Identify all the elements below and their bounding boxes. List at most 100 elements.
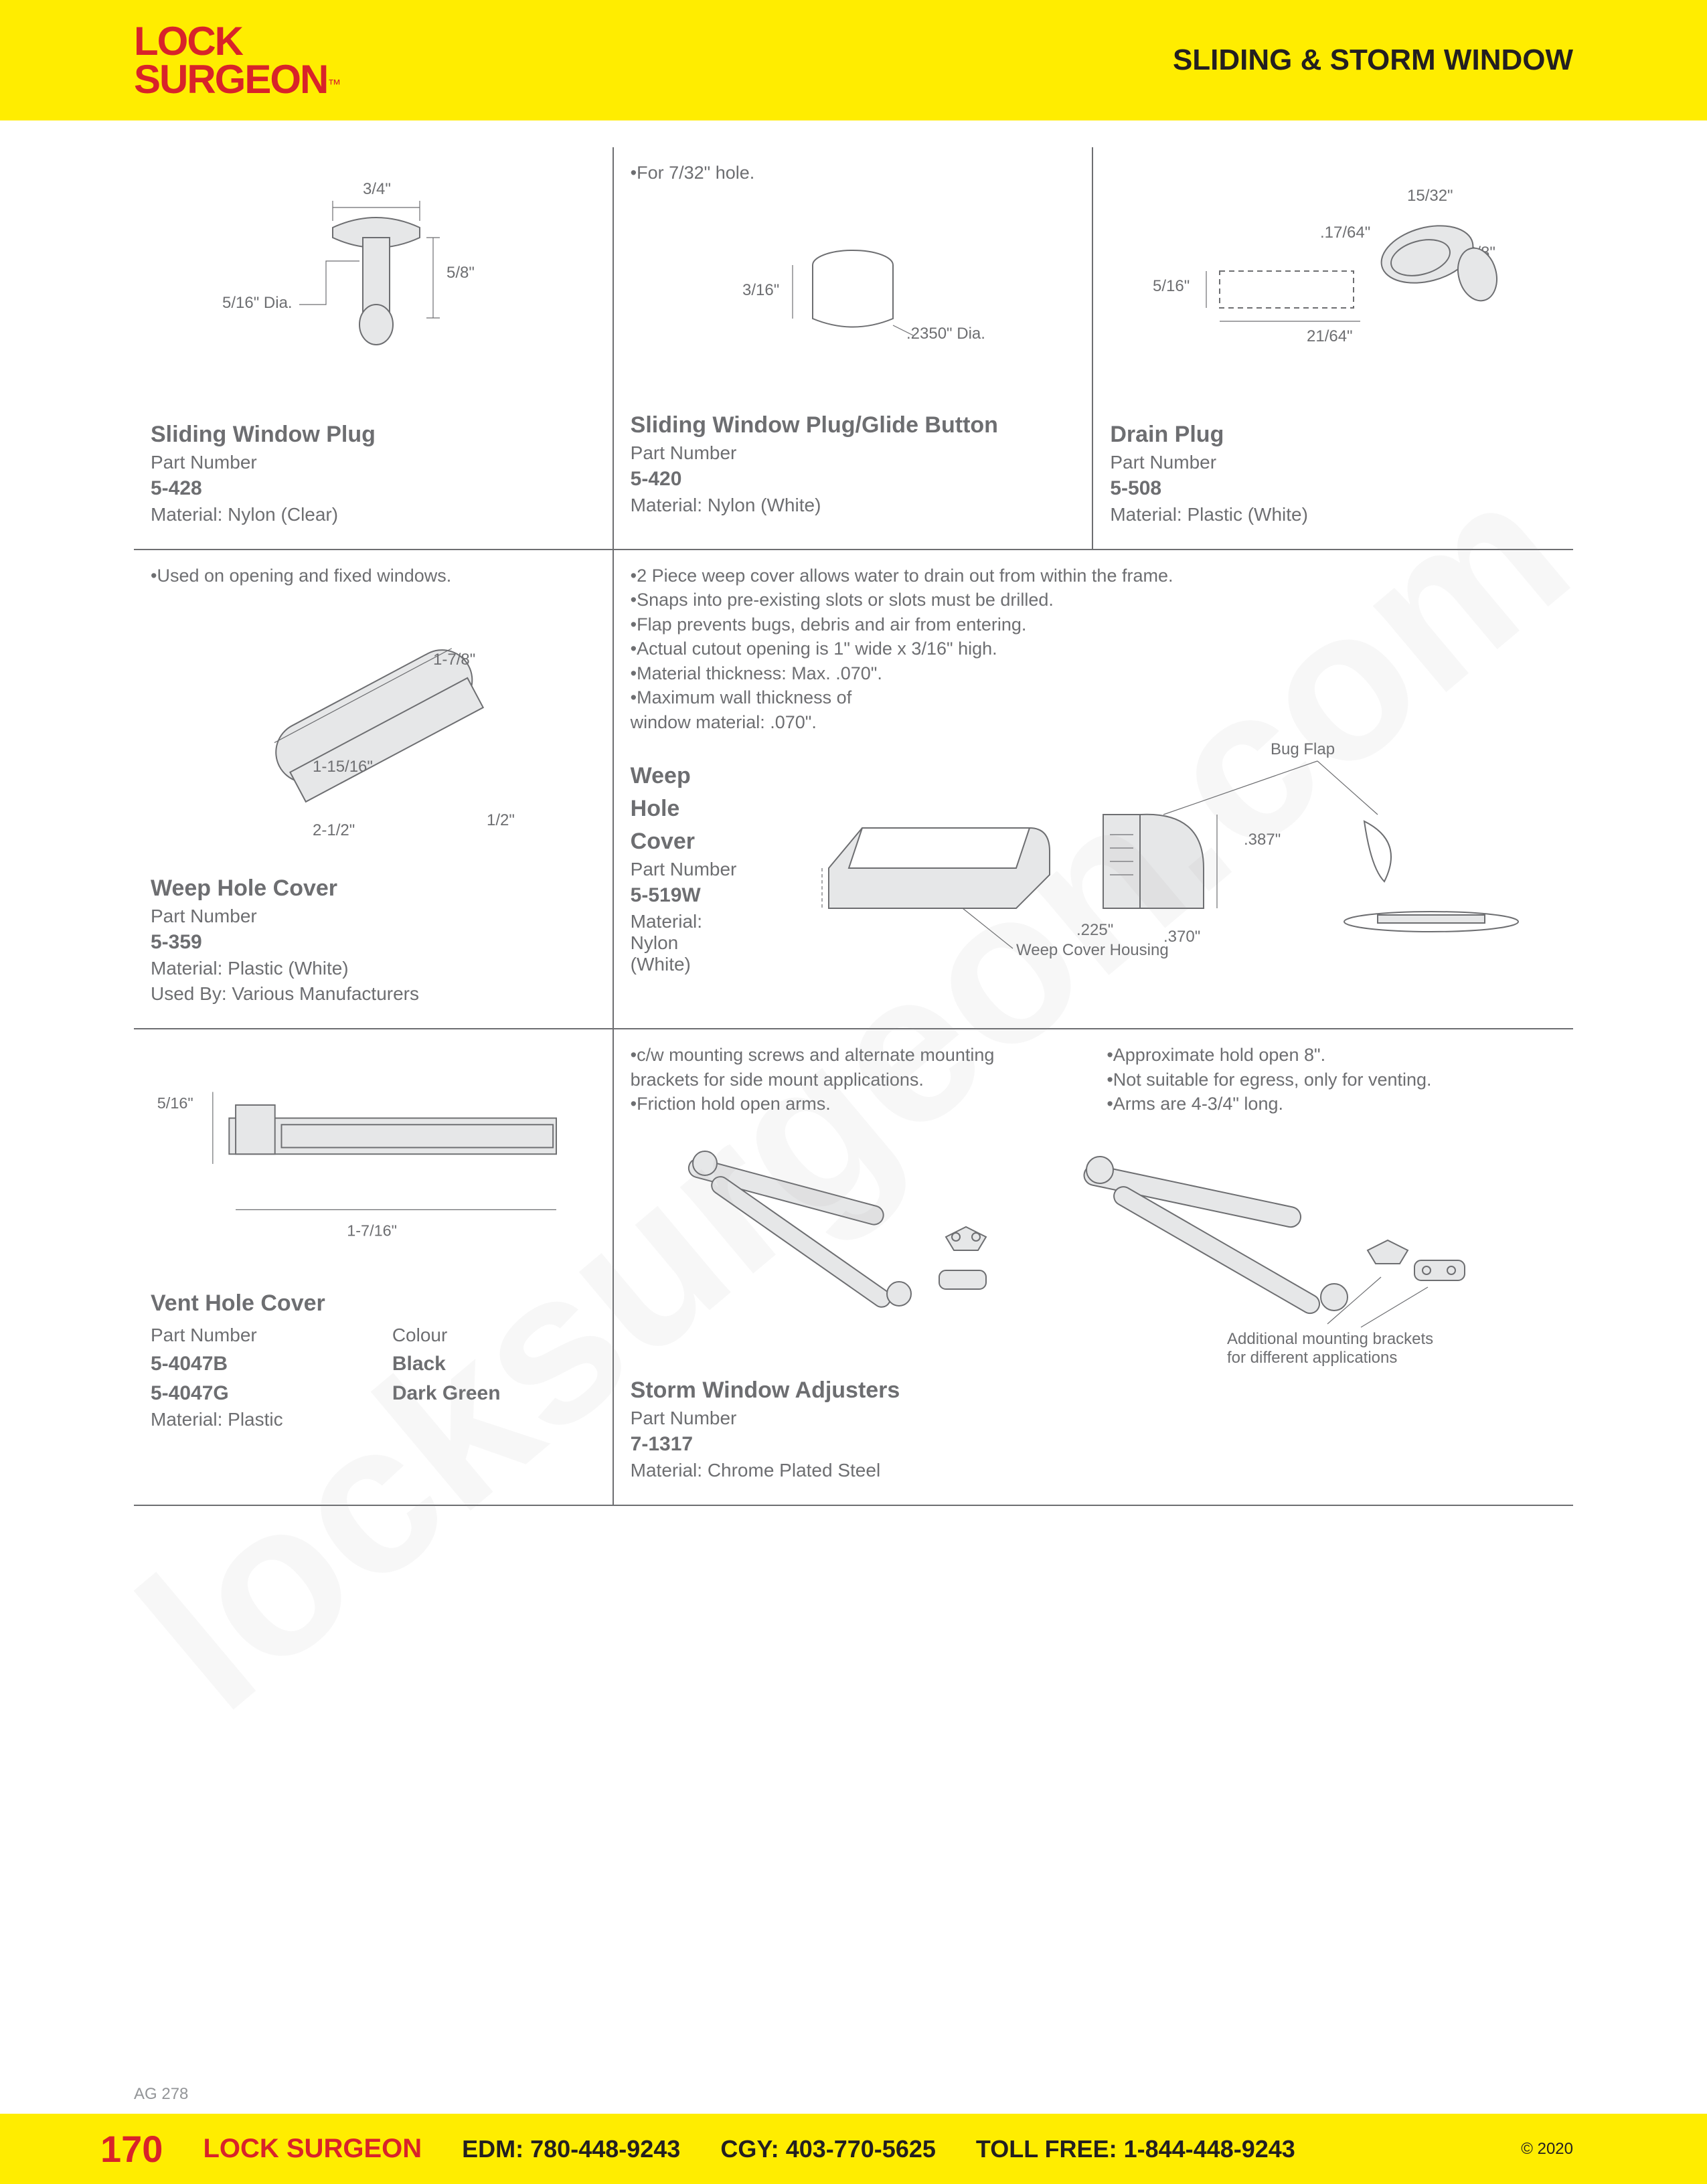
note-line: •Friction hold open arms. <box>631 1092 1080 1116</box>
note-line: •Not suitable for egress, only for venti… <box>1107 1068 1556 1092</box>
toll-label: TOLL FREE: <box>976 2135 1117 2163</box>
callout-line2: for different applications <box>1227 1349 1397 1367</box>
colour-label: Colour <box>392 1325 596 1346</box>
product-vent-hole-cover: 5/16" 1-7/16" Vent Hole Cover Part Numbe… <box>134 1029 614 1504</box>
pn-label: Part Number <box>151 906 596 927</box>
diagram-7-1317: Additional mounting brackets for differe… <box>631 1116 1556 1371</box>
notes-right: •Approximate hold open 8". •Not suitable… <box>1107 1043 1556 1116</box>
material-value: Nylon (White) <box>631 932 691 975</box>
note-line: •c/w mounting screws and alternate mount… <box>631 1043 1080 1067</box>
content-area: 3/4" 5/8" 5/16" Dia. Sliding Window Plug… <box>0 120 1707 1506</box>
diagram-5-359: 1-7/8" 1-15/16" 2-1/2" 1/2" <box>151 588 596 869</box>
part-number: 5-359 <box>151 931 596 954</box>
edm-label: EDM: <box>462 2135 523 2163</box>
part-number: 5-519W <box>631 884 738 907</box>
dim5: 21/64" <box>1307 327 1353 345</box>
logo-line1: LOCK <box>134 22 341 60</box>
product-storm-window-adjusters: •c/w mounting screws and alternate mount… <box>614 1029 1573 1504</box>
dim-mid: 1-15/16" <box>313 758 373 776</box>
note: •For 7/32" hole. <box>631 161 1076 185</box>
dim-387: .387" <box>1244 831 1281 849</box>
diagram-5-519w: Bug Flap .225" <box>758 734 1556 975</box>
label-housing: Weep Cover Housing <box>1016 941 1169 959</box>
product-drain-plug: 15/32" .17/64" 3/8" 5/16" 21/64" Drain P… <box>1093 147 1573 549</box>
material-value: Plastic <box>228 1409 282 1430</box>
colour1: Black <box>392 1353 596 1375</box>
part-number: 7-1317 <box>631 1433 1556 1456</box>
note-line: window material: .070". <box>631 710 1556 734</box>
diagram-5-420: 3/16" .2350" Dia. <box>631 185 1076 406</box>
material-label: Material: <box>1110 504 1182 525</box>
usedby-label: Used By: <box>151 983 227 1004</box>
copyright: © 2020 <box>1521 2140 1573 2159</box>
dim-ht: 3/16" <box>742 281 779 299</box>
part-number: 5-420 <box>631 468 1076 491</box>
pn-label: Part Number <box>1110 452 1556 473</box>
product-title: Vent Hole Cover <box>151 1290 596 1317</box>
dim4: 5/16" <box>1153 277 1190 295</box>
logo-line2: SURGEON <box>134 57 327 102</box>
dim2: .17/64" <box>1320 224 1370 242</box>
footer-brand: LOCK SURGEON <box>203 2134 422 2164</box>
product-title: Storm Window Adjusters <box>631 1377 1556 1404</box>
dim-dia: .2350" Dia. <box>906 325 985 343</box>
material-value: Nylon (Clear) <box>228 504 338 525</box>
page-category-title: SLIDING & STORM WINDOW <box>1173 44 1573 77</box>
material-value: Plastic (White) <box>228 958 348 979</box>
dim-ht: 1/2" <box>487 811 515 829</box>
product-title-l3: Cover <box>631 829 738 855</box>
material-label: Material: <box>151 958 222 979</box>
material-label: Material: <box>151 1409 222 1430</box>
note-line: •Snaps into pre-existing slots or slots … <box>631 588 1556 612</box>
usedby-value: Various Manufacturers <box>232 983 419 1004</box>
diagram-5-508: 15/32" .17/64" 3/8" 5/16" 21/64" <box>1110 161 1556 415</box>
product-weep-hole-cover-5359: •Used on opening and fixed windows. 1-7/… <box>134 550 614 1028</box>
note-line: •Material thickness: Max. .070". <box>631 661 1556 685</box>
dim-side: 5/8" <box>446 264 475 282</box>
pn2: 5-4047G <box>151 1382 352 1405</box>
dim-top: 3/4" <box>363 180 391 198</box>
row-1: 3/4" 5/8" 5/16" Dia. Sliding Window Plug… <box>134 147 1573 550</box>
product-title: Weep Hole Cover <box>151 875 596 902</box>
header-bar: LOCK SURGEON™ SLIDING & STORM WINDOW <box>0 0 1707 120</box>
part-number: 5-428 <box>151 477 596 500</box>
footer-tollfree: TOLL FREE: 1-844-448-9243 <box>976 2135 1295 2163</box>
pn-label: Part Number <box>151 1325 352 1346</box>
ag-code: AG 278 <box>134 2085 188 2104</box>
pn-label: Part Number <box>631 859 738 880</box>
footer-cgy: CGY: 403-770-5625 <box>720 2135 936 2163</box>
notes-left: •c/w mounting screws and alternate mount… <box>631 1043 1080 1116</box>
note-line: •Arms are 4-3/4" long. <box>1107 1092 1556 1116</box>
cgy-label: CGY: <box>720 2135 779 2163</box>
note-line: •2 Piece weep cover allows water to drai… <box>631 564 1556 588</box>
diagram-5-4047: 5/16" 1-7/16" <box>151 1043 596 1284</box>
notes-block: •2 Piece weep cover allows water to drai… <box>631 564 1556 734</box>
page-number: 170 <box>100 2127 163 2171</box>
dim-dia: 5/16" Dia. <box>222 294 293 312</box>
product-sliding-window-plug: 3/4" 5/8" 5/16" Dia. Sliding Window Plug… <box>134 147 614 549</box>
label-bugflap: Bug Flap <box>1271 740 1335 758</box>
material-value: Nylon (White) <box>708 495 821 515</box>
dim-len: 1-7/8" <box>433 651 475 669</box>
product-weep-hole-cover-5519w: •2 Piece weep cover allows water to drai… <box>614 550 1573 1028</box>
cgy-value: 403-770-5625 <box>786 2135 936 2163</box>
pn1: 5-4047B <box>151 1353 352 1375</box>
product-title: Sliding Window Plug/Glide Button <box>631 412 1076 438</box>
pn-label: Part Number <box>631 1408 1556 1429</box>
product-title-l1: Weep <box>631 763 738 789</box>
product-title: Sliding Window Plug <box>151 422 596 448</box>
dim-370: .370" <box>1163 928 1200 946</box>
material-label: Material: <box>631 911 702 932</box>
dim-225: .225" <box>1076 921 1113 939</box>
footer-edm: EDM: 780-448-9243 <box>462 2135 680 2163</box>
material-label: Material: <box>151 504 222 525</box>
material-label: Material: <box>631 495 702 515</box>
colour2: Dark Green <box>392 1382 596 1405</box>
row-2: •Used on opening and fixed windows. 1-7/… <box>134 550 1573 1029</box>
dim-ht: 5/16" <box>157 1094 193 1111</box>
diagram-5-428: 3/4" 5/8" 5/16" Dia. <box>151 161 596 415</box>
material-label: Material: <box>631 1460 702 1481</box>
callout-line1: Additional mounting brackets <box>1227 1330 1433 1348</box>
material-value: Chrome Plated Steel <box>708 1460 880 1481</box>
toll-value: 1-844-448-9243 <box>1124 2135 1295 2163</box>
